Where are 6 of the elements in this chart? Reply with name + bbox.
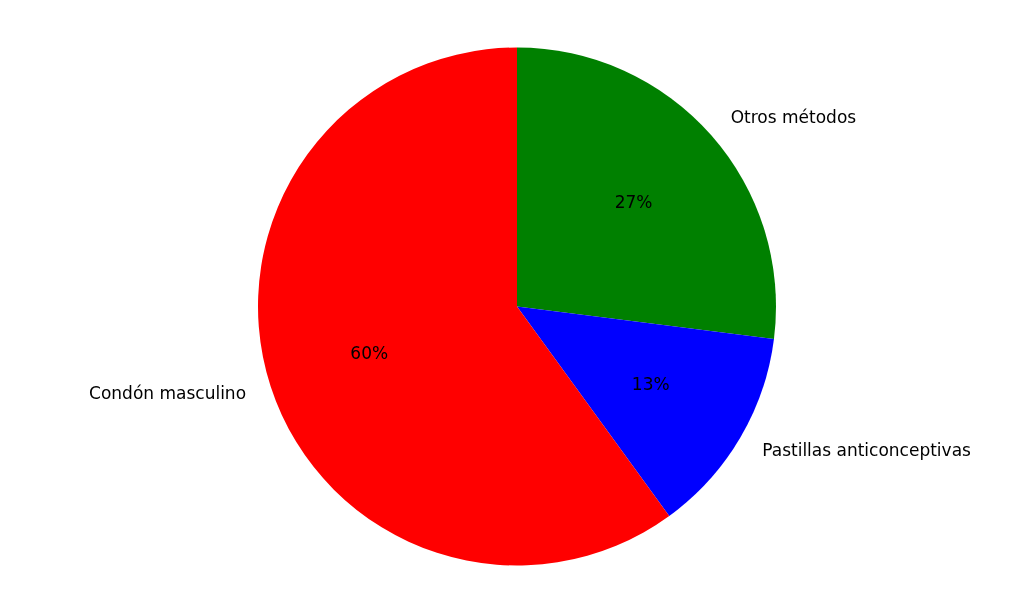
slice-label: Pastillas anticonceptivas	[762, 439, 972, 460]
data-label: 27%	[614, 192, 653, 213]
data-label: 13%	[631, 374, 670, 395]
data-label: 60%	[350, 342, 389, 363]
slice-label: Condón masculino	[89, 382, 247, 403]
slice-label: Otros métodos	[730, 106, 857, 127]
